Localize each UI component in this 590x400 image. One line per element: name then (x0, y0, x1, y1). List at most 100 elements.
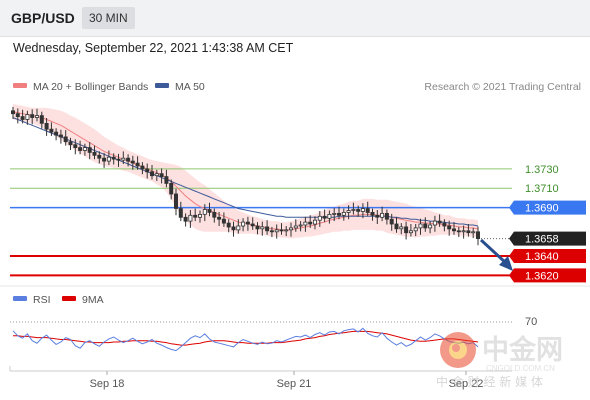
candle (183, 213, 188, 227)
level-label: 1.3730 (525, 164, 559, 176)
candle (332, 208, 337, 222)
candle (97, 151, 102, 164)
candle (102, 152, 107, 168)
candle (121, 151, 126, 164)
watermark-tagline: 中 金 财 经 新 媒 体 (436, 374, 543, 389)
candle (428, 221, 433, 234)
candle (341, 208, 346, 221)
x-tick-label-sep18: Sep 18 (90, 378, 125, 390)
candle (365, 201, 370, 217)
candle (159, 168, 164, 184)
candle (30, 109, 35, 125)
level-current: 1.3658 (478, 231, 586, 246)
candle (384, 209, 389, 225)
level-label: 1.3710 (525, 183, 559, 195)
level-support: 1.3620 (10, 268, 586, 283)
candle (217, 211, 222, 226)
candle (418, 218, 423, 235)
candle (303, 216, 308, 232)
chart-datetime: Wednesday, September 22, 2021 1:43:38 AM… (13, 41, 294, 55)
candle (236, 219, 241, 234)
candle (399, 223, 404, 235)
candle (471, 227, 476, 239)
candle (126, 154, 131, 167)
watermark-url: CNGOLD.COM.CN (486, 364, 555, 373)
candle (149, 165, 154, 180)
candle (370, 208, 375, 221)
candle (308, 215, 313, 228)
candle (317, 211, 322, 227)
symbol-title: GBP/USD (11, 10, 75, 26)
forecast-arrow (479, 238, 513, 271)
candle (44, 118, 49, 136)
candlestick-series (10, 106, 480, 246)
candle (475, 226, 480, 246)
candle (245, 216, 250, 231)
candle (241, 218, 246, 232)
price-levels: 1.3730 1.3710 1.3690 1.3658 1.3640 1.3620 (10, 164, 586, 283)
candle (274, 224, 279, 239)
level-label: 1.3640 (525, 251, 559, 263)
candle (327, 210, 332, 224)
candle (135, 156, 140, 170)
candle (49, 122, 54, 136)
candle (404, 221, 409, 240)
candle (360, 203, 365, 219)
candle (87, 142, 92, 160)
candle (293, 219, 298, 232)
legend-ma20-swatch (13, 83, 27, 88)
candle (389, 213, 394, 231)
candle (207, 202, 212, 217)
candle (432, 215, 437, 232)
candle (39, 111, 44, 129)
timeframe-button[interactable]: 30 MIN (82, 7, 135, 29)
candle (466, 224, 471, 237)
candle (140, 162, 145, 175)
candle (456, 226, 461, 238)
candle (461, 225, 466, 239)
top-bar: GBP/USD 30 MIN (0, 0, 590, 37)
candle (10, 106, 15, 119)
candle (188, 210, 193, 228)
candle (202, 204, 207, 222)
candle (193, 208, 198, 222)
candle (375, 210, 380, 224)
rsi-line (12, 327, 479, 352)
candle (164, 169, 169, 188)
watermark-name: 中金网 (482, 334, 563, 366)
candle (173, 188, 178, 216)
candle (35, 108, 40, 122)
candle (20, 109, 25, 124)
candle (221, 212, 226, 227)
legend-rsi-swatch (13, 296, 27, 301)
candle (413, 224, 418, 237)
level-target: 1.3710 (10, 183, 559, 195)
candle (408, 224, 413, 237)
rsi-9ma-line (13, 330, 479, 346)
rsi-70-label: 70 (525, 316, 537, 328)
candle (178, 201, 183, 222)
candle (250, 217, 255, 230)
candle (25, 110, 30, 125)
candle (212, 208, 217, 223)
candle (130, 155, 135, 170)
candle (447, 220, 452, 236)
candle (451, 222, 456, 235)
candle (82, 143, 87, 156)
candle (63, 130, 68, 146)
candle (322, 209, 327, 223)
candle (269, 226, 274, 238)
candle (336, 206, 341, 220)
level-target: 1.3730 (10, 164, 559, 176)
candle (356, 205, 361, 217)
candle (68, 137, 73, 150)
candle (15, 108, 20, 124)
x-tick-label-sep22: Sep 22 (449, 378, 484, 390)
candle (351, 202, 356, 215)
candle (346, 205, 351, 220)
candle (154, 169, 159, 181)
candle (423, 217, 428, 232)
legend-ma50-swatch (155, 83, 169, 88)
candle (169, 179, 174, 200)
